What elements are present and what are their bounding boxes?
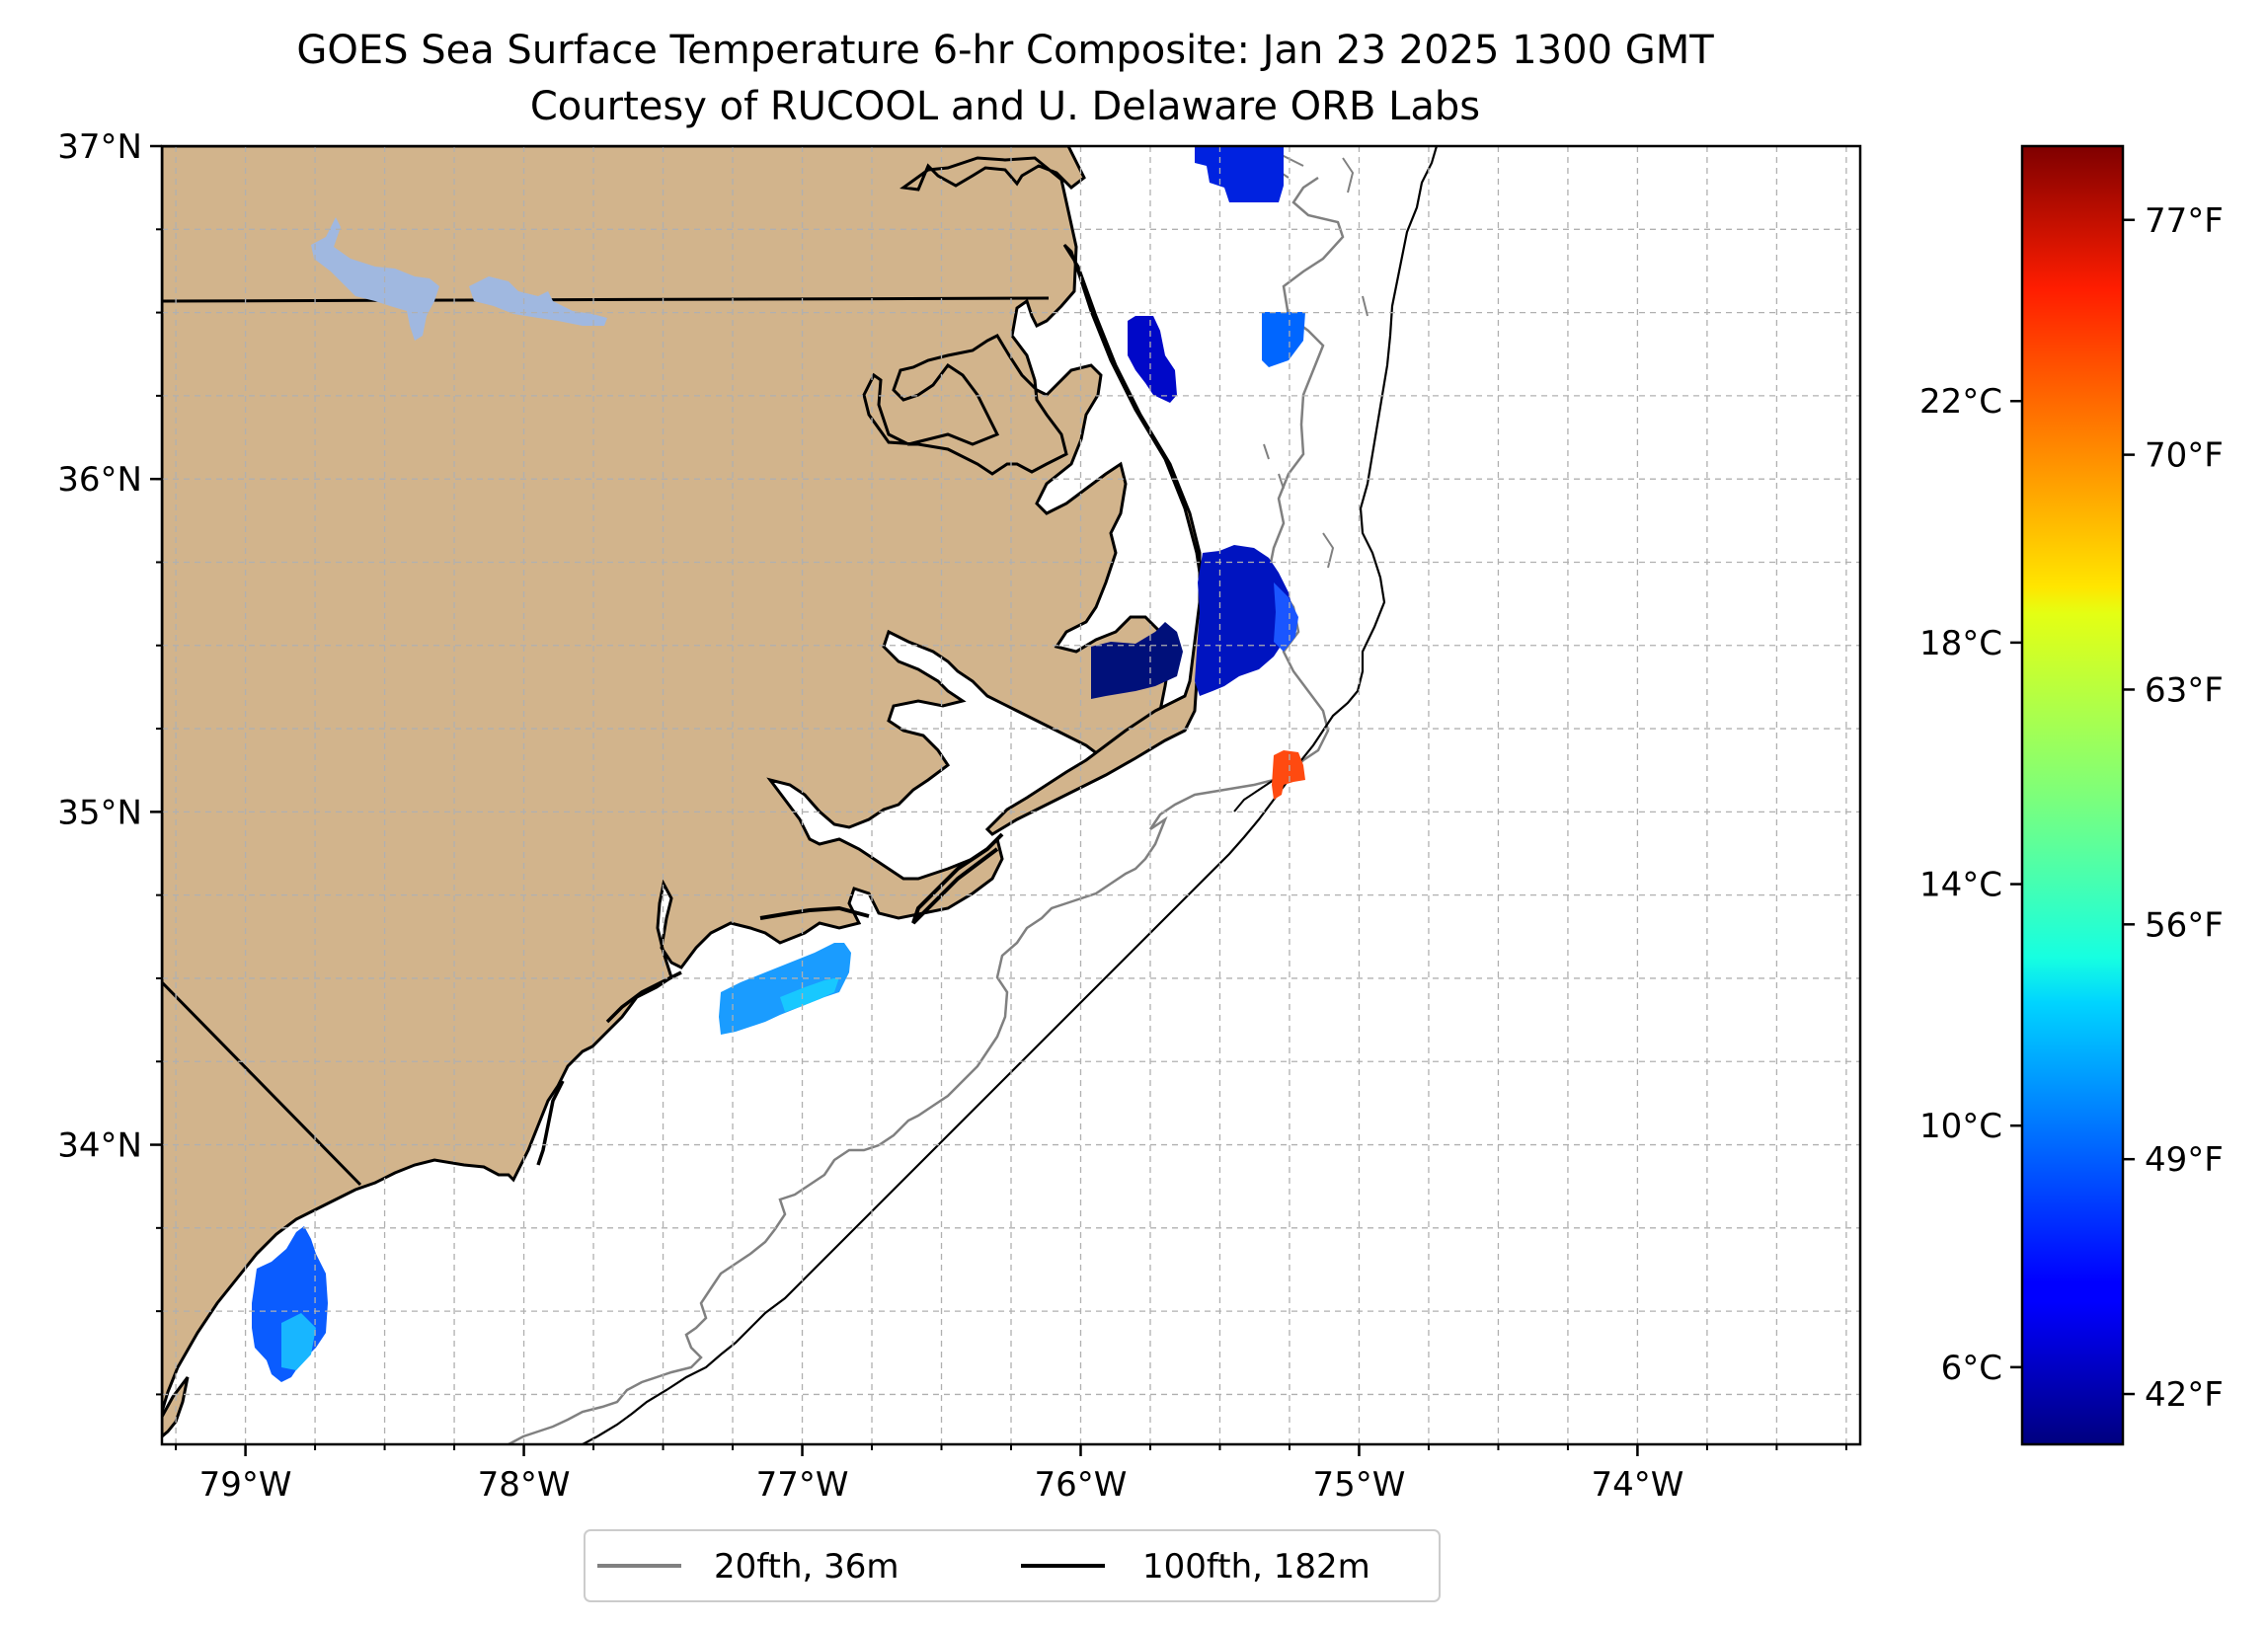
core-banks (911, 832, 1004, 925)
lake-gaston (469, 276, 607, 326)
colorbar-fahrenheit-label: 42°F (2145, 1375, 2224, 1415)
colorbar-fahrenheit-label: 49°F (2145, 1140, 2224, 1180)
sst-patch-onslow-bay-core (780, 977, 839, 1012)
lon-tick-label: 74°W (1591, 1465, 1683, 1505)
colorbar-celsius-axis: 6°C 10°C 14°C 18°C 22°C (1919, 382, 2022, 1388)
title-line-1: GOES Sea Surface Temperature 6-hr Compos… (296, 28, 1714, 73)
legend-box (584, 1529, 1441, 1602)
longitude-axis: 79°W 78°W 77°W 76°W 75°W 74°W (175, 1444, 1847, 1505)
lat-tick-label: 35°N (57, 793, 142, 832)
lon-tick-label: 78°W (478, 1465, 571, 1505)
colorbar-fahrenheit-axis: 42°F 49°F 56°F 63°F 70°F 77°F (2123, 201, 2224, 1415)
latitude-axis: 37°N 36°N 35°N 34°N (57, 127, 162, 1396)
lon-tick-label: 76°W (1035, 1465, 1128, 1505)
border-nc-sc (162, 980, 362, 1187)
colorbar-fahrenheit-label: 70°F (2145, 436, 2224, 476)
sst-patch-long-bay-core (281, 1313, 316, 1370)
lat-tick-label: 37°N (57, 127, 142, 167)
legend-label-100fth: 100fth, 182m (1142, 1547, 1370, 1587)
colorbar-fahrenheit-label: 77°F (2145, 201, 2224, 241)
contour-100fth (582, 146, 1439, 1444)
colorbar-gradient (2020, 144, 2125, 1446)
gridlines (162, 146, 1860, 1444)
southern-coast (605, 970, 682, 1024)
colorbar-celsius-label: 22°C (1919, 382, 2002, 422)
lon-tick-label: 79°W (199, 1465, 292, 1505)
colorbar-celsius-label: 14°C (1919, 866, 2002, 905)
contour-20fth (508, 176, 1345, 1444)
legend: 20fth, 36m 100fth, 182m (584, 1529, 1441, 1602)
lake-kerr (311, 217, 439, 341)
lat-tick-label: 34°N (57, 1126, 142, 1166)
colorbar-celsius-label: 6°C (1941, 1349, 2002, 1388)
colorbar-fahrenheit-label: 63°F (2145, 670, 2224, 710)
sst-patch-onslow-bay (719, 943, 851, 1035)
lat-tick-label: 36°N (57, 460, 142, 500)
sst-patch-hatteras-edge (1274, 582, 1298, 652)
lon-tick-label: 77°W (756, 1465, 849, 1505)
cape-fear-coast (536, 1080, 565, 1166)
sst-patch-offshore-duck (1262, 312, 1305, 367)
colorbar: 6°C 10°C 14°C 18°C 22°C 42°F 49°F 56°F 63°F 70°F… (1919, 144, 2224, 1446)
colorbar-fahrenheit-label: 56°F (2145, 905, 2224, 945)
title-line-2: Courtesy of RUCOOL and U. Delaware ORB L… (530, 84, 1480, 129)
colorbar-celsius-label: 10°C (1919, 1107, 2002, 1146)
lon-tick-label: 75°W (1313, 1465, 1406, 1505)
sst-patch-gulf-stream (1272, 750, 1305, 800)
colorbar-celsius-label: 18°C (1919, 624, 2002, 663)
bogue-banks (759, 905, 870, 920)
contour-100fth-spur (1233, 779, 1275, 813)
border-nc-va (162, 296, 1050, 303)
map-panel (162, 146, 1860, 1444)
sst-patch-chesapeake (1195, 146, 1284, 202)
land-mainland (162, 146, 1172, 1413)
outer-banks (984, 243, 1205, 836)
legend-label-20fth: 20fth, 36m (714, 1547, 899, 1587)
sst-patch-oregon-inlet-north (1128, 316, 1177, 403)
sst-patch-pamlico-sound (1091, 622, 1183, 699)
